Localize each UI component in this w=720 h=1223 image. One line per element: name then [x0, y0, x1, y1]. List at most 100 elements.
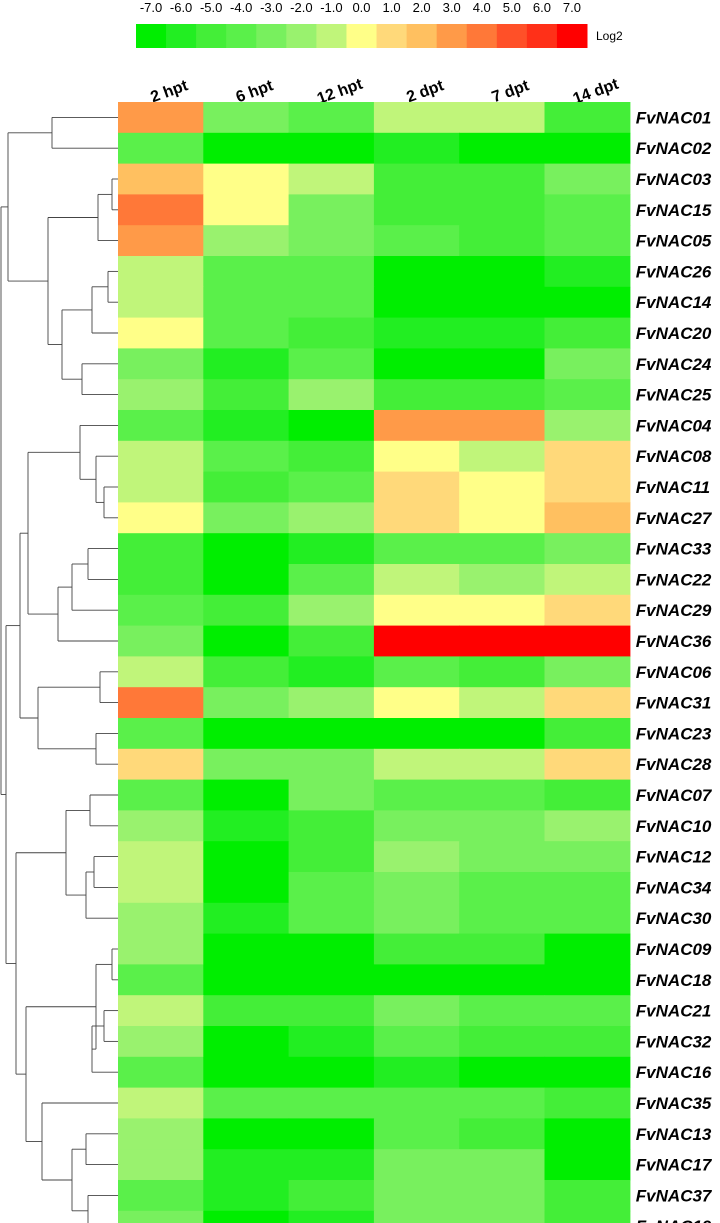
heatmap-cell	[288, 379, 375, 411]
heatmap-cell	[373, 1118, 460, 1150]
legend-swatch	[196, 24, 227, 48]
legend-swatch	[166, 24, 197, 48]
heatmap-cell	[288, 440, 375, 473]
heatmap-cell	[459, 841, 546, 873]
legend-tick-label: 5.0	[503, 0, 521, 15]
heatmap-cell	[203, 748, 290, 781]
heatmap-cell	[544, 1087, 631, 1119]
heatmap-cell	[118, 1056, 204, 1089]
heatmap-cell	[203, 656, 290, 688]
row-label: FvNAC34	[636, 878, 712, 897]
row-label: FvNAC37	[636, 1186, 713, 1205]
heatmap-cell	[544, 225, 631, 257]
heatmap-cell	[203, 564, 290, 596]
heatmap-cell	[288, 933, 375, 965]
column-label: 2 dpt	[404, 77, 446, 106]
heatmap-cells	[118, 102, 631, 1223]
heatmap-cell	[203, 194, 290, 226]
heatmap-cell	[459, 410, 546, 442]
heatmap-cell	[544, 163, 631, 195]
heatmap-cell	[544, 872, 631, 904]
heatmap-cell	[203, 225, 290, 257]
heatmap-cell	[459, 286, 546, 319]
heatmap-cell	[544, 1180, 631, 1212]
heatmap-cell	[459, 102, 546, 134]
row-label: FvNAC33	[636, 540, 712, 559]
legend-tick-label: -5.0	[200, 0, 222, 15]
heatmap-cell	[459, 748, 546, 781]
heatmap-cell	[288, 471, 375, 503]
column-label: 2 hpt	[148, 77, 190, 106]
heatmap-cell	[373, 1149, 460, 1181]
legend-tick-label: -1.0	[320, 0, 342, 15]
heatmap-cell	[459, 687, 546, 719]
heatmap-cell	[459, 502, 546, 534]
heatmap-cell	[544, 902, 631, 935]
row-label: FvNAC02	[636, 139, 712, 158]
heatmap-cell	[459, 1118, 546, 1150]
heatmap-cell	[373, 132, 460, 165]
heatmap-cell	[288, 1149, 375, 1181]
row-label: FvNAC11	[636, 478, 710, 497]
heatmap-cell	[544, 656, 631, 688]
heatmap-cell	[118, 317, 204, 349]
heatmap-cell	[459, 902, 546, 935]
heatmap-cell	[118, 841, 204, 873]
heatmap-cell	[118, 964, 204, 996]
heatmap-cell	[288, 1056, 375, 1089]
heatmap-cell	[203, 256, 290, 288]
row-label: FvNAC07	[636, 786, 713, 805]
heatmap-cell	[288, 748, 375, 781]
heatmap-cell	[544, 533, 631, 565]
heatmap-cell	[118, 872, 204, 904]
heatmap-cell	[118, 132, 204, 165]
heatmap-cell	[288, 964, 375, 996]
heatmap-cell	[544, 1056, 631, 1089]
heatmap-cell	[288, 1026, 375, 1058]
heatmap-cell	[118, 718, 204, 750]
row-label: FvNAC01	[636, 108, 712, 127]
heatmap-cell	[203, 410, 290, 442]
row-label: FvNAC31	[636, 694, 712, 713]
heatmap-cell	[288, 410, 375, 442]
heatmap-cell	[118, 533, 204, 565]
legend-tick-label: 6.0	[533, 0, 551, 15]
row-label: FvNAC23	[636, 724, 712, 743]
heatmap-cell	[118, 564, 204, 596]
heatmap-cell	[118, 440, 204, 473]
heatmap-cell	[203, 1180, 290, 1212]
heatmap-cell	[544, 256, 631, 288]
heatmap-cell	[203, 964, 290, 996]
heatmap-cell	[373, 779, 460, 811]
heatmap-cell	[288, 132, 375, 165]
row-label: FvNAC04	[636, 416, 712, 435]
heatmap-cell	[544, 286, 631, 319]
heatmap-cell	[373, 564, 460, 596]
legend-swatch	[226, 24, 257, 48]
legend-swatch	[376, 24, 408, 48]
legend-swatch	[526, 24, 558, 48]
heatmap-cell	[459, 225, 546, 257]
column-label: 7 dpt	[490, 77, 532, 106]
row-label: FvNAC36	[636, 632, 712, 651]
heatmap-cell	[118, 1026, 204, 1058]
heatmap-cell	[288, 902, 375, 935]
heatmap-cell	[459, 256, 546, 288]
legend-unit-label: Log2	[596, 29, 623, 43]
row-label: FvNAC25	[636, 386, 712, 405]
row-labels: FvNAC01 FvNAC02 FvNAC03 FvNAC15 FvNAC05 FvNAC…	[636, 108, 713, 1223]
heatmap-cell	[373, 533, 460, 565]
heatmap-cell	[118, 656, 204, 688]
heatmap-cell	[544, 1026, 631, 1058]
heatmap-cell	[203, 810, 290, 842]
heatmap-cell	[459, 564, 546, 596]
heatmap-cell	[373, 1087, 460, 1119]
heatmap-cell	[288, 779, 375, 811]
heatmap-cell	[544, 810, 631, 842]
heatmap-cell	[203, 379, 290, 411]
heatmap-cell	[373, 995, 460, 1027]
row-label: FvNAC27	[636, 509, 713, 528]
heatmap-cell	[544, 779, 631, 811]
heatmap-cell	[373, 1180, 460, 1212]
